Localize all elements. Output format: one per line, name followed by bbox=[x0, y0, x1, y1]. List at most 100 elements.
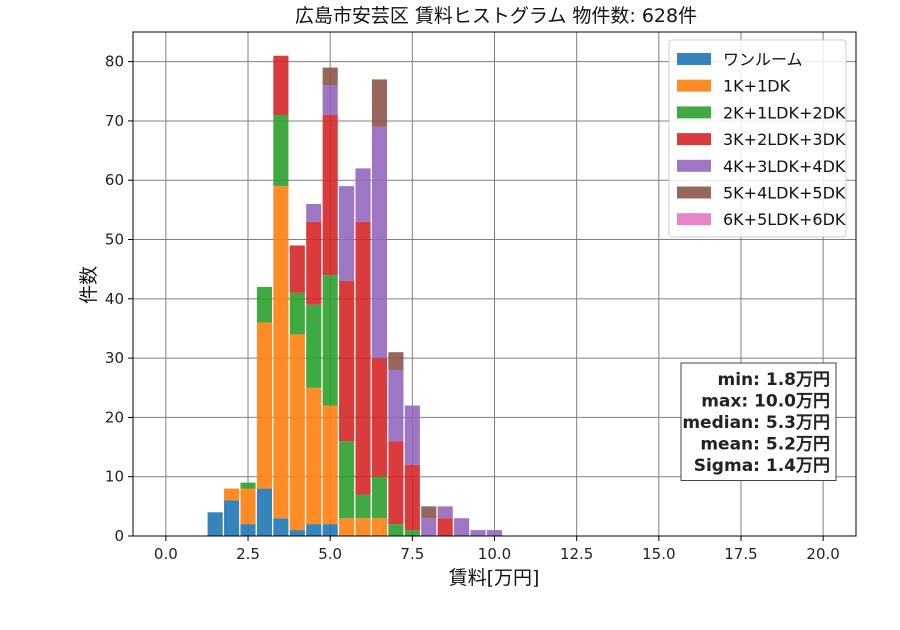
legend-label: 4K+3LDK+4DK bbox=[723, 157, 846, 176]
y-tick-label: 50 bbox=[105, 231, 124, 249]
legend-swatch bbox=[677, 53, 711, 65]
stats-line: mean: 5.2万円 bbox=[700, 435, 830, 455]
stats-line: max: 10.0万円 bbox=[701, 392, 830, 412]
bar-2K+1LDK+2DK-4.5 bbox=[306, 304, 322, 388]
bar-3K+2LDK+3DK-8.5 bbox=[437, 518, 453, 536]
bar-2K+1LDK+2DK-2.5 bbox=[240, 482, 256, 489]
legend-label: 1K+1DK bbox=[723, 77, 791, 96]
bar-ワンルーム-4.5 bbox=[306, 524, 322, 536]
x-tick-label: 5.0 bbox=[318, 545, 342, 563]
legend-swatch bbox=[677, 79, 711, 92]
x-tick-label: 2.5 bbox=[236, 545, 260, 563]
x-tick-label: 7.5 bbox=[400, 545, 424, 563]
bar-4K+3LDK+4DK-6 bbox=[355, 168, 371, 222]
bar-2K+1LDK+2DK-3 bbox=[256, 286, 273, 323]
bars bbox=[207, 55, 503, 536]
y-axis-title: 件数 bbox=[78, 266, 100, 304]
bar-3K+2LDK+3DK-6.5 bbox=[371, 358, 388, 477]
bar-1K+1DK-2.5 bbox=[240, 488, 256, 525]
bar-4K+3LDK+4DK-8.5 bbox=[437, 506, 453, 519]
bar-ワンルーム-5 bbox=[322, 524, 338, 536]
bar-2K+1LDK+2DK-7.5 bbox=[404, 530, 420, 536]
bar-3K+2LDK+3DK-6 bbox=[355, 221, 371, 495]
legend-label: 3K+2LDK+3DK bbox=[723, 130, 846, 149]
x-tick-label: 15.0 bbox=[642, 545, 675, 563]
bar-1K+1DK-3.5 bbox=[273, 186, 289, 519]
x-tick-label: 12.5 bbox=[560, 545, 593, 563]
bar-ワンルーム-3.5 bbox=[273, 518, 289, 536]
chart-title: 広島市安芸区 賃料ヒストグラム 物件数: 628件 bbox=[295, 5, 697, 27]
bar-3K+2LDK+3DK-3.5 bbox=[273, 55, 289, 116]
legend-swatch bbox=[677, 186, 711, 199]
bar-ワンルーム-2.5 bbox=[240, 524, 256, 536]
x-tick-label: 10.0 bbox=[478, 545, 511, 563]
legend-label: 2K+1LDK+2DK bbox=[723, 103, 846, 122]
y-tick-label: 70 bbox=[105, 112, 124, 130]
grid bbox=[133, 32, 856, 537]
y-tick-label: 80 bbox=[105, 53, 124, 71]
bar-5K+4LDK+5DK-8 bbox=[421, 506, 437, 519]
bar-5K+4LDK+5DK-6.5 bbox=[371, 79, 388, 127]
stats-line: min: 1.8万円 bbox=[718, 370, 830, 390]
y-tick-label: 10 bbox=[105, 468, 124, 486]
bar-ワンルーム-1.5 bbox=[207, 512, 223, 536]
legend-label: ワンルーム bbox=[723, 50, 803, 69]
legend: ワンルーム 1K+1DK 2K+1LDK+2DK 3K+2LDK+3DK 4K+3LDK… bbox=[668, 39, 847, 238]
bar-1K+1DK-4 bbox=[289, 334, 305, 531]
bar-2K+1LDK+2DK-4 bbox=[289, 292, 305, 335]
stats-line: median: 5.3万円 bbox=[682, 413, 830, 433]
bar-1K+1DK-2 bbox=[224, 488, 240, 501]
bar-ワンルーム-2 bbox=[224, 500, 240, 536]
bar-ワンルーム-4 bbox=[289, 530, 305, 536]
legend-label: 6K+5LDK+6DK bbox=[723, 210, 846, 229]
stats-frame bbox=[680, 362, 837, 481]
bar-1K+1DK-5 bbox=[322, 405, 338, 525]
bar-5K+4LDK+5DK-7 bbox=[388, 352, 404, 370]
bar-1K+1DK-3 bbox=[256, 322, 273, 489]
legend-swatch bbox=[677, 159, 711, 172]
bar-3K+2LDK+3DK-4.5 bbox=[306, 221, 322, 305]
bar-1K+1DK-4.5 bbox=[306, 387, 322, 525]
legend-label: 5K+4LDK+5DK bbox=[723, 184, 846, 203]
bar-4K+3LDK+4DK-4.5 bbox=[306, 203, 322, 222]
x-tick-label: 0.0 bbox=[154, 545, 178, 563]
bar-4K+3LDK+4DK-7 bbox=[388, 369, 404, 442]
bar-3K+2LDK+3DK-4 bbox=[289, 245, 305, 293]
bar-3K+2LDK+3DK-5.5 bbox=[339, 281, 355, 442]
y-tick-label: 0 bbox=[114, 527, 124, 545]
bar-1K+1DK-5.5 bbox=[339, 518, 355, 536]
bar-2K+1LDK+2DK-6.5 bbox=[371, 476, 388, 519]
bar-2K+1LDK+2DK-5.5 bbox=[339, 441, 355, 519]
legend-swatch bbox=[677, 133, 711, 146]
bar-4K+3LDK+4DK-9 bbox=[454, 518, 470, 536]
y-axis-ticks: 0 10 20 30 40 50 60 70 80 bbox=[105, 53, 133, 545]
bar-1K+1DK-6 bbox=[355, 518, 371, 536]
x-axis-ticks: 0.0 2.5 5.0 7.5 10.0 12.5 15.0 17.5 20.0 bbox=[154, 536, 840, 563]
bar-3K+2LDK+3DK-7.5 bbox=[404, 464, 420, 531]
stats-line: Sigma: 1.4万円 bbox=[694, 456, 830, 476]
legend-swatch bbox=[677, 106, 711, 119]
x-axis-title: 賃料[万円] bbox=[449, 567, 540, 589]
bar-1K+1DK-6.5 bbox=[371, 518, 388, 536]
bar-2K+1LDK+2DK-3.5 bbox=[273, 115, 289, 187]
bar-3K+2LDK+3DK-5 bbox=[322, 115, 338, 276]
bar-ワンルーム-3 bbox=[256, 488, 273, 536]
bar-2K+1LDK+2DK-6 bbox=[355, 494, 371, 519]
y-tick-label: 20 bbox=[105, 408, 124, 426]
bar-5K+4LDK+5DK-5 bbox=[322, 67, 338, 86]
x-tick-label: 17.5 bbox=[724, 545, 757, 563]
bar-4K+3LDK+4DK-6.5 bbox=[371, 126, 388, 359]
legend-swatch bbox=[677, 213, 711, 226]
bar-4K+3LDK+4DK-7.5 bbox=[404, 405, 420, 465]
bar-4K+3LDK+4DK-8 bbox=[421, 518, 437, 536]
bar-4K+3LDK+4DK-5 bbox=[322, 85, 338, 116]
bar-4K+3LDK+4DK-9.5 bbox=[470, 530, 486, 536]
bar-3K+2LDK+3DK-7 bbox=[388, 441, 404, 525]
bar-4K+3LDK+4DK-10 bbox=[486, 530, 503, 536]
y-tick-label: 30 bbox=[105, 349, 124, 367]
bar-4K+3LDK+4DK-5.5 bbox=[339, 186, 355, 282]
bar-2K+1LDK+2DK-5 bbox=[322, 275, 338, 406]
y-tick-label: 60 bbox=[105, 171, 124, 189]
